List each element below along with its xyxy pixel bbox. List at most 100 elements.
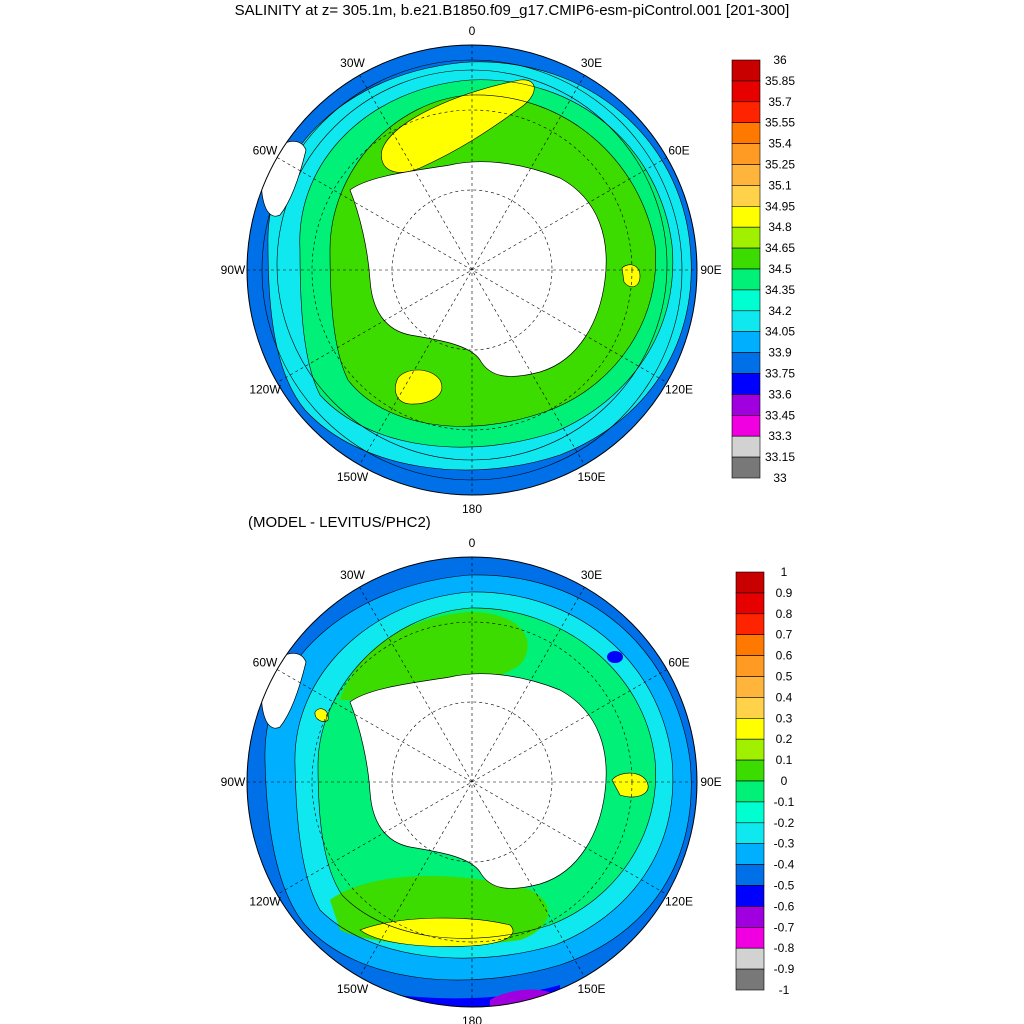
colorbar_top-label: 35.7 [768, 95, 792, 109]
top-lon-label: 120W [249, 383, 281, 397]
colorbar_top-label: 33.9 [768, 346, 792, 360]
colorbar_top-swatch [731, 101, 761, 124]
colorbar_bottom-swatch [735, 613, 765, 635]
colorbar_top-label: 33.15 [765, 450, 795, 464]
colorbar_top-label: 35.55 [765, 116, 795, 130]
colorbar_bottom-label: 0.5 [776, 670, 793, 684]
colorbar_bottom-swatch [735, 906, 765, 928]
colorbar_bottom-swatch [735, 697, 765, 719]
top-lon-label: 0 [469, 24, 476, 38]
colorbar_bottom-label: -0.2 [774, 816, 795, 830]
colorbar_bottom-label: -0.4 [774, 858, 795, 872]
bottom-lon-label: 30E [581, 568, 602, 582]
colorbar_top-label: 35.1 [768, 178, 792, 192]
colorbar_top-swatch [731, 352, 761, 374]
top-lon-label: 150W [337, 470, 369, 484]
colorbar_bottom-label: 0.8 [776, 607, 793, 621]
colorbar_top-label: 33.75 [765, 367, 795, 381]
difference-max-region-indian [611, 772, 649, 798]
bottom-lon-label: 90E [700, 775, 721, 789]
colorbar_top-label: 33.45 [765, 408, 795, 422]
bottom-lon-label: 180 [462, 1014, 482, 1024]
colorbar_bottom-swatch [735, 926, 765, 949]
colorbar_top-label: 34.5 [768, 262, 792, 276]
top-lon-label: 90W [221, 263, 246, 277]
colorbar_top-label: 34.05 [765, 325, 795, 339]
colorbar_bottom-swatch [735, 676, 765, 698]
colorbar_top-swatch [731, 268, 761, 291]
colorbar_top-label: 36 [773, 53, 787, 67]
map-frame-top [246, 44, 698, 496]
bottom-lon-label: 60W [253, 656, 278, 670]
colorbar_bottom-label: -1 [779, 983, 790, 997]
top-lon-label: 90E [700, 263, 721, 277]
bottom-lon-label: 30W [340, 568, 365, 582]
colorbar_top-swatch [731, 435, 761, 458]
colorbar_top-swatch [731, 331, 761, 353]
plot-title: SALINITY at z= 305.1m, b.e21.B1850.f09_g… [234, 2, 790, 19]
colorbar_bottom-label: -0.7 [774, 920, 795, 934]
colorbar-difference: 1 0.9 0.8 0.7 0.6 0.5 0.4 0.3 0.2 0.1 0 -0.1 -0.2 -0.… [735, 565, 795, 997]
colorbar_bottom-label: 0.1 [776, 753, 793, 767]
bottom-lon-label: 0 [469, 536, 476, 550]
colorbar_bottom-swatch [735, 780, 765, 803]
colorbar_top-label: 35.25 [765, 158, 795, 172]
colorbar_bottom-swatch [735, 843, 765, 865]
colorbar_bottom-label: 0.9 [776, 586, 793, 600]
bottom-lon-label: 150W [337, 982, 369, 996]
graticule [247, 557, 697, 1007]
antarctica-landmass [349, 161, 607, 377]
top-lon-label: 120E [665, 383, 693, 397]
colorbar_bottom-label: -0.5 [774, 879, 795, 893]
colorbar_bottom-label: -0.9 [774, 962, 795, 976]
colorbar_bottom-swatch [735, 717, 765, 740]
longitude-labels-bottom: 0 30E 60E 90E 120E 150E 180 150W 120W 90W 60W 30W [221, 536, 722, 1024]
top-lon-label: 180 [462, 502, 482, 516]
colorbar_bottom-swatch [735, 592, 765, 615]
top-lon-label: 30E [581, 56, 602, 70]
colorbar_top-swatch [731, 143, 761, 165]
colorbar_bottom-label: -0.3 [774, 837, 795, 851]
graticule [247, 45, 697, 495]
colorbar_top-label: 33 [773, 471, 787, 485]
difference-subtitle: (MODEL - LEVITUS/PHC2) [248, 514, 431, 531]
colorbar-salinity: 36 35.85 35.7 35.55 35.4 35.25 35.1 34.95 34.8 34… [731, 53, 795, 485]
colorbar_bottom-swatch [735, 738, 765, 761]
colorbar_top-label: 35.4 [768, 137, 792, 151]
salinity-max-region-pacific [395, 369, 443, 405]
colorbar_bottom-swatch [735, 801, 765, 824]
bottom-lon-label: 90W [221, 775, 246, 789]
colorbar_bottom-swatch [735, 571, 765, 594]
contour-lines [264, 574, 692, 981]
longitude-labels-top: 0 30E 60E 90E 120E 150E 180 150W 120W 90W 60W 30W [221, 24, 722, 516]
colorbar_bottom-swatch [735, 634, 765, 656]
colorbar_bottom-label: 0.3 [776, 711, 793, 725]
colorbar_top-label: 33.3 [768, 429, 792, 443]
colorbar_bottom-label: 0 [781, 774, 788, 788]
colorbar_top-swatch [731, 185, 761, 207]
top-lon-label: 150E [577, 470, 605, 484]
colorbar_top-label: 34.35 [765, 283, 795, 297]
antarctica-landmass [349, 673, 607, 889]
colorbar_top-swatch [731, 456, 761, 479]
colorbar_top-swatch [731, 122, 761, 144]
colorbar_top-label: 34.2 [768, 304, 792, 318]
bottom-lon-label: 120W [249, 895, 281, 909]
colorbar_bottom-label: 0.4 [776, 690, 793, 704]
colorbar_bottom-swatch [735, 864, 765, 886]
colorbar_top-label: 34.95 [765, 199, 795, 213]
colorbar_top-swatch [731, 310, 761, 332]
colorbar_bottom-label: -0.1 [774, 795, 795, 809]
map-frame-bottom [246, 556, 698, 1008]
colorbar_bottom-swatch [735, 947, 765, 970]
top-lon-label: 60W [253, 144, 278, 158]
difference-map: 0 30E 60E 90E 120E 150E 180 150W 120W 90W 60W 30W [221, 536, 722, 1024]
colorbar_top-swatch [731, 414, 761, 437]
colorbar_bottom-swatch [735, 968, 765, 991]
colorbar_top-swatch [731, 164, 761, 186]
top-lon-label: 30W [340, 56, 365, 70]
colorbar_bottom-swatch [735, 822, 765, 844]
colorbar_bottom-swatch [735, 655, 765, 677]
salinity-map: 0 30E 60E 90E 120E 150E 180 150W 120W 90W 60W 30W [221, 24, 722, 516]
